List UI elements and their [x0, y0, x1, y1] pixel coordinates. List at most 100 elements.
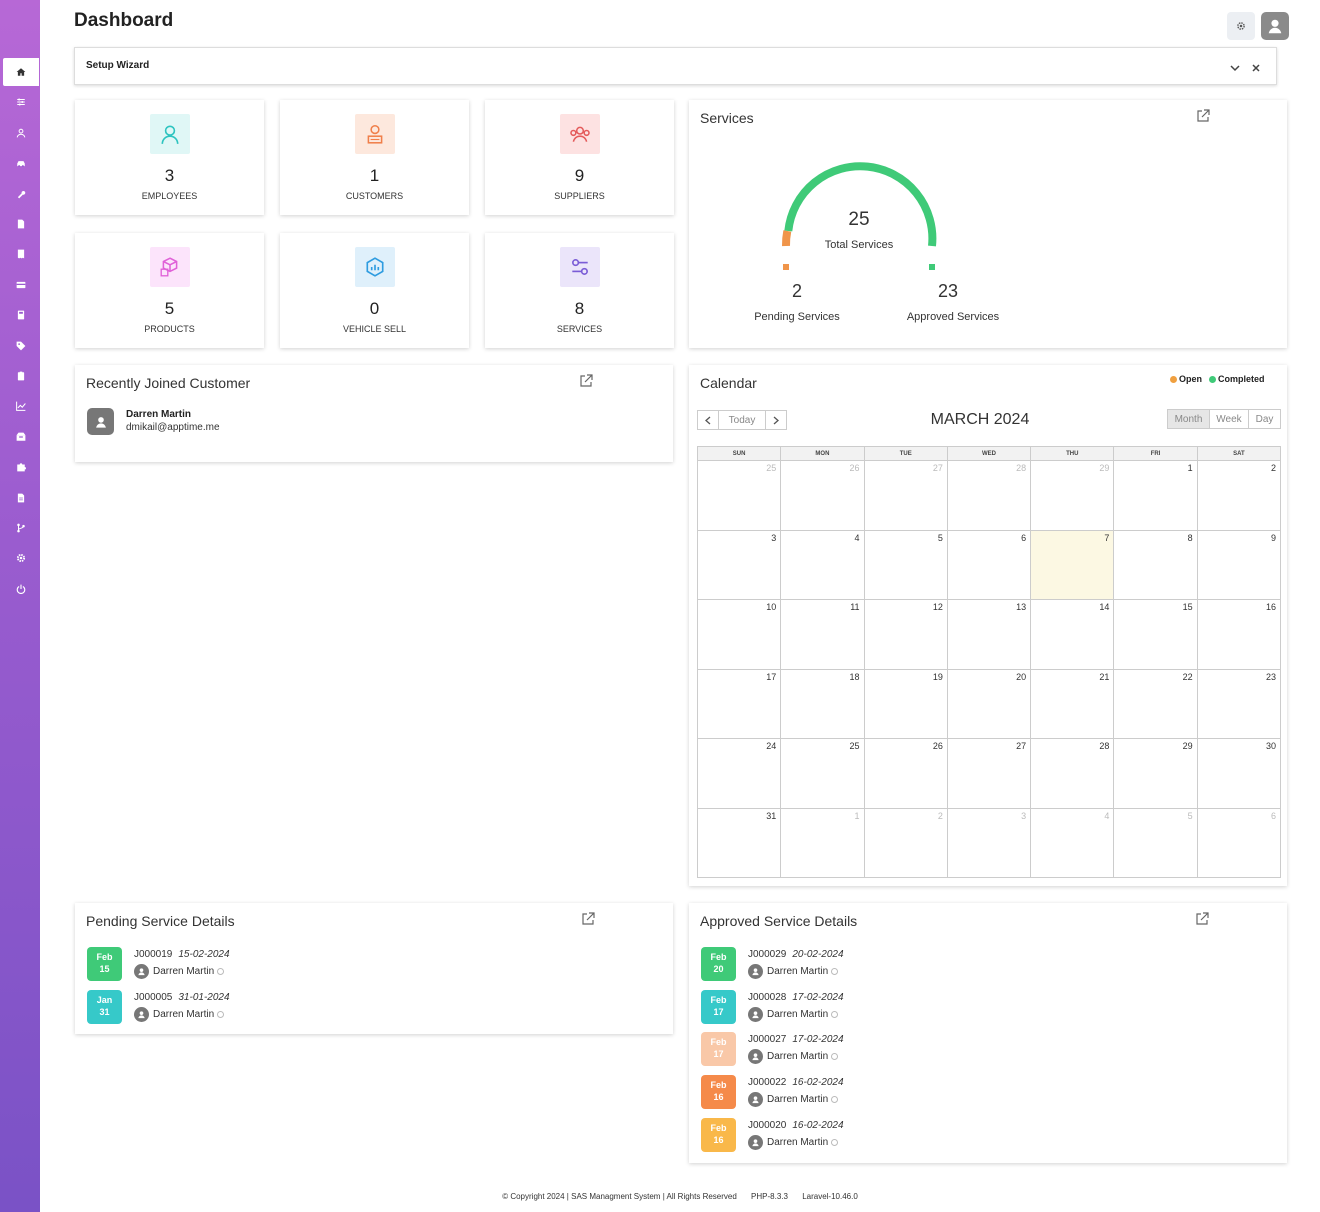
- calendar-day-cell[interactable]: 16: [1196, 599, 1282, 670]
- stat-card-suppliers[interactable]: 9 SUPPLIERS: [485, 100, 674, 215]
- calendar-day-cell[interactable]: 31: [696, 807, 782, 878]
- service-list-item[interactable]: Jan 31 J000005 31-01-2024 Darren Martin: [87, 990, 287, 1026]
- info-icon[interactable]: [831, 968, 839, 975]
- calendar-day-cell-other-month[interactable]: 3: [946, 807, 1032, 878]
- stat-card-employees[interactable]: 3 EMPLOYEES: [75, 100, 264, 215]
- user-avatar-button[interactable]: [1261, 12, 1289, 40]
- service-job-number[interactable]: J000005: [134, 992, 173, 1003]
- calendar-day-cell[interactable]: 22: [1113, 668, 1198, 739]
- service-job-number[interactable]: J000022: [748, 1077, 787, 1089]
- calendar-day-cell[interactable]: 25: [780, 738, 865, 809]
- info-icon[interactable]: [831, 1096, 839, 1104]
- calendar-day-cell-other-month[interactable]: 5: [1113, 807, 1198, 878]
- sidebar-item-home[interactable]: [3, 58, 39, 86]
- service-job-number[interactable]: J000028: [748, 991, 787, 1003]
- sidebar-item-clipboard[interactable]: [3, 362, 39, 390]
- calendar-day-cell[interactable]: 3: [696, 529, 782, 600]
- info-icon[interactable]: [217, 968, 225, 975]
- day-view-button[interactable]: Day: [1248, 409, 1281, 429]
- sidebar-item-car[interactable]: [3, 149, 39, 177]
- calendar-day-cell[interactable]: 26: [863, 738, 948, 809]
- settings-button[interactable]: [1227, 12, 1255, 40]
- setup-wizard-panel[interactable]: Setup Wizard: [74, 47, 1277, 85]
- sidebar-item-puzzle[interactable]: [3, 453, 39, 481]
- calendar-day-cell[interactable]: 1: [1113, 460, 1198, 531]
- service-list-item[interactable]: Feb 17 J000027 17-02-2024 Darren Martin: [701, 1032, 901, 1068]
- info-icon[interactable]: [831, 1138, 839, 1146]
- calendar-day-cell-other-month[interactable]: 29: [1030, 460, 1115, 531]
- close-icon[interactable]: [1252, 64, 1260, 72]
- calendar-day-cell[interactable]: 18: [780, 668, 865, 739]
- calendar-day-cell[interactable]: 30: [1196, 738, 1282, 809]
- calendar-day-cell-other-month[interactable]: 6: [1196, 807, 1282, 878]
- sidebar-item-gear[interactable]: [3, 544, 39, 572]
- calendar-day-cell[interactable]: 20: [946, 668, 1032, 739]
- sidebar-item-wrench[interactable]: [3, 180, 39, 208]
- sidebar-item-power[interactable]: [3, 575, 39, 603]
- sidebar-item-card[interactable]: [3, 271, 39, 299]
- calendar-day-cell-other-month[interactable]: 2: [863, 807, 948, 878]
- stat-card-services[interactable]: 8 SERVICES: [485, 233, 674, 348]
- sidebar-item-tag[interactable]: [3, 332, 39, 360]
- calendar-day-cell[interactable]: 28: [1030, 738, 1115, 809]
- sidebar-item-receipt[interactable]: [3, 240, 39, 268]
- calendar-day-cell[interactable]: 14: [1030, 599, 1115, 670]
- calendar-day-cell[interactable]: 19: [863, 668, 948, 739]
- prev-month-button[interactable]: [697, 410, 719, 430]
- calendar-day-cell[interactable]: 21: [1030, 668, 1115, 739]
- service-job-number[interactable]: J000020: [748, 1119, 787, 1131]
- calendar-day-cell-other-month[interactable]: 25: [696, 460, 782, 531]
- service-list-item[interactable]: Feb 16 J000020 16-02-2024 Darren Martin: [701, 1117, 901, 1154]
- chevron-down-icon[interactable]: [1230, 64, 1240, 72]
- calendar-day-cell[interactable]: 6: [946, 529, 1032, 600]
- calendar-day-cell[interactable]: 11: [780, 599, 865, 670]
- sidebar-item-document[interactable]: [3, 210, 39, 238]
- calendar-day-cell-other-month[interactable]: 4: [1030, 807, 1115, 878]
- external-link-icon[interactable]: [579, 374, 593, 388]
- calendar-day-cell-other-month[interactable]: 28: [946, 460, 1032, 531]
- sidebar-item-calculator[interactable]: [3, 301, 39, 329]
- calendar-day-cell[interactable]: 2: [1196, 460, 1282, 531]
- info-icon[interactable]: [831, 1053, 839, 1061]
- sidebar-item-sliders[interactable]: [3, 88, 39, 116]
- stat-card-vehicle-sell[interactable]: 0 VEHICLE SELL: [280, 233, 469, 348]
- customer-name[interactable]: Darren Martin: [126, 409, 192, 420]
- calendar-day-cell[interactable]: 13: [946, 599, 1032, 670]
- calendar-day-cell-other-month[interactable]: 1: [780, 807, 865, 878]
- stat-card-customers[interactable]: 1 CUSTOMERS: [280, 100, 469, 215]
- service-list-item[interactable]: Feb 20 J000029 20-02-2024 Darren Martin: [701, 947, 901, 983]
- sidebar-item-user[interactable]: [3, 119, 39, 147]
- service-list-item[interactable]: Feb 16 J000022 16-02-2024 Darren Martin: [701, 1075, 901, 1111]
- service-list-item[interactable]: Feb 15 J000019 15-02-2024 Darren Martin: [87, 947, 287, 983]
- stat-card-products[interactable]: 5 PRODUCTS: [75, 233, 264, 348]
- calendar-day-cell[interactable]: 29: [1113, 738, 1198, 809]
- calendar-day-cell[interactable]: 7: [1030, 529, 1115, 600]
- today-button[interactable]: Today: [718, 410, 766, 430]
- calendar-day-cell[interactable]: 10: [696, 599, 782, 670]
- calendar-day-cell[interactable]: 24: [696, 738, 782, 809]
- external-link-icon[interactable]: [1196, 109, 1210, 123]
- week-view-button[interactable]: Week: [1209, 409, 1249, 429]
- calendar-day-cell[interactable]: 17: [696, 668, 782, 739]
- calendar-day-cell[interactable]: 4: [780, 529, 865, 600]
- sidebar-item-inbox[interactable]: [3, 423, 39, 451]
- sidebar-item-file[interactable]: [3, 484, 39, 512]
- sidebar-item-branch[interactable]: [3, 514, 39, 542]
- service-list-item[interactable]: Feb 17 J000028 17-02-2024 Darren Martin: [701, 989, 901, 1026]
- service-job-number[interactable]: J000019: [134, 949, 173, 960]
- external-link-icon[interactable]: [1195, 912, 1209, 926]
- service-job-number[interactable]: J000029: [748, 949, 787, 960]
- service-job-number[interactable]: J000027: [748, 1034, 787, 1046]
- external-link-icon[interactable]: [581, 912, 595, 926]
- calendar-day-cell[interactable]: 8: [1113, 529, 1198, 600]
- month-view-button[interactable]: Month: [1167, 409, 1210, 429]
- calendar-day-cell[interactable]: 12: [863, 599, 948, 670]
- calendar-day-cell[interactable]: 23: [1196, 668, 1282, 739]
- calendar-day-cell[interactable]: 9: [1196, 529, 1282, 600]
- calendar-day-cell[interactable]: 5: [863, 529, 948, 600]
- calendar-day-cell-other-month[interactable]: 26: [780, 460, 865, 531]
- calendar-day-cell[interactable]: 27: [946, 738, 1032, 809]
- calendar-day-cell[interactable]: 15: [1113, 599, 1198, 670]
- info-icon[interactable]: [831, 1010, 839, 1018]
- info-icon[interactable]: [217, 1011, 225, 1018]
